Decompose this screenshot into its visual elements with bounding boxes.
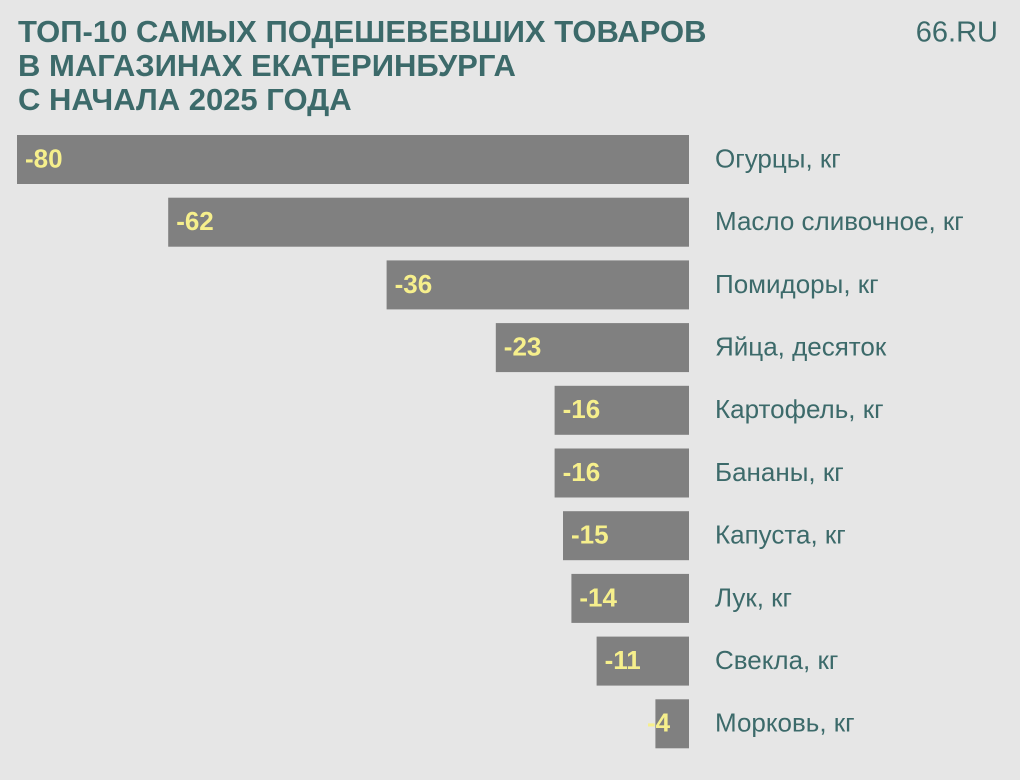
category-label: Лук, кг	[715, 582, 792, 612]
bar	[554, 385, 689, 435]
category-label: Морковь, кг	[715, 708, 855, 738]
bar	[563, 511, 689, 561]
chart-title: ТОП-10 САМЫХ ПОДЕШЕВЕВШИХ ТОВАРОВ	[18, 14, 706, 49]
value-label: -62	[176, 206, 214, 236]
bar	[17, 135, 689, 184]
value-label: -80	[25, 143, 63, 173]
chart-title: В МАГАЗИНАХ ЕКАТЕРИНБУРГА	[18, 48, 516, 83]
chart-title: С НАЧАЛА 2025 ГОДА	[18, 82, 352, 117]
category-label: Помидоры, кг	[715, 269, 879, 299]
bar	[495, 323, 689, 373]
bar	[596, 636, 689, 686]
value-label: -4	[647, 708, 671, 738]
value-label: -23	[504, 331, 542, 361]
category-label: Масло сливочное, кг	[715, 206, 964, 236]
value-label: -14	[579, 582, 617, 612]
category-label: Свекла, кг	[715, 645, 838, 675]
bar	[571, 573, 689, 623]
value-label: -16	[563, 457, 601, 487]
value-label: -11	[605, 645, 641, 675]
value-label: -15	[571, 520, 609, 550]
bar	[655, 699, 689, 749]
category-label: Яйца, десяток	[715, 331, 887, 361]
bar	[168, 197, 689, 247]
category-label: Огурцы, кг	[715, 143, 841, 173]
category-label: Картофель, кг	[715, 394, 884, 424]
bar	[386, 260, 689, 310]
bar	[554, 448, 689, 498]
source: 66.RU	[916, 17, 998, 49]
value-label: -16	[563, 394, 601, 424]
category-label: Бананы, кг	[715, 457, 844, 487]
value-label: -36	[395, 269, 433, 299]
category-label: Капуста, кг	[715, 520, 846, 550]
